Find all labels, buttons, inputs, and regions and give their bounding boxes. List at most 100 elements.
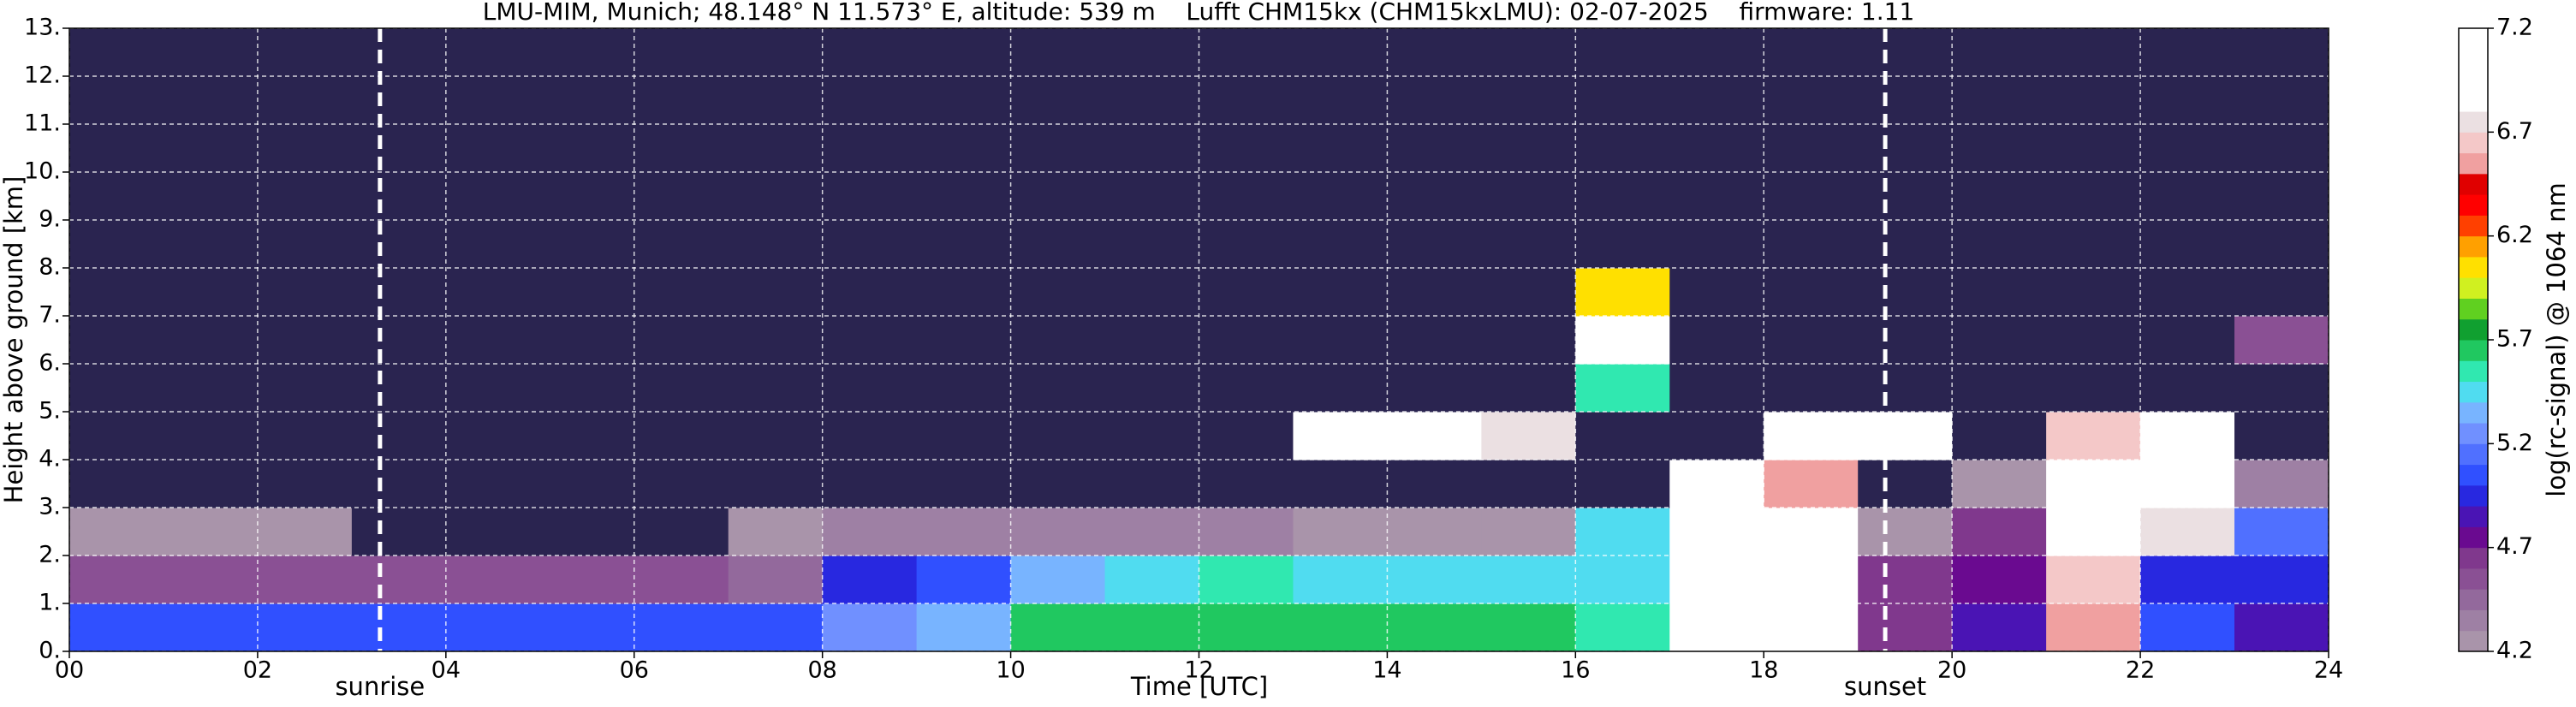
heat-cell [1387,316,1482,365]
heat-cell [163,124,259,173]
heat-cell [728,28,824,77]
heat-cell [2234,316,2329,365]
heat-cell [351,603,447,652]
heat-cell [728,316,824,365]
colorbar-segment [2459,589,2488,610]
heat-cell [916,220,1012,269]
heat-cell [1858,172,1953,221]
heat-cell [634,28,729,77]
heat-cell [1858,603,1953,652]
heat-cell [1199,556,1294,604]
heat-cell [2140,124,2235,173]
heat-cell [822,220,918,269]
heat-cell [257,603,353,652]
heat-cell [1481,220,1576,269]
heat-cell [1199,172,1294,221]
heat-cell [445,460,541,508]
heat-cell [1387,268,1482,317]
colorbar-segment [2459,132,2488,154]
heat-cell [1575,460,1670,508]
heat-cell [351,364,447,413]
heat-cell [1575,220,1670,269]
heat-cell [916,172,1012,221]
colorbar-segment [2459,173,2488,195]
heat-cell [69,412,164,460]
heat-cell [728,220,824,269]
heat-cell [1293,220,1388,269]
heat-cell [1104,412,1199,460]
heat-cell [634,603,729,652]
heat-cell [1010,28,1106,77]
colorbar-segment [2459,298,2488,320]
heat-cell [1104,268,1199,317]
heat-cell [539,556,635,604]
heat-cell [916,316,1012,365]
heat-cell [69,172,164,221]
heat-cell [822,603,918,652]
heat-cell [539,508,635,556]
heat-cell [1199,508,1294,556]
heat-cell [1858,460,1953,508]
heat-cell [539,172,635,221]
heat-cell [163,460,259,508]
heat-cell [2234,412,2329,460]
heat-cell [1669,364,1764,413]
heat-cell [916,28,1012,77]
heat-cell [1764,556,1859,604]
y-tick-label: 5. [39,398,61,425]
colorbar-segment [2459,49,2488,71]
colorbar-segment [2459,235,2488,258]
heat-cell [634,556,729,604]
heat-cell [351,28,447,77]
colorbar-tick-label: 4.7 [2496,533,2533,560]
heat-cell [1952,316,2047,365]
heat-cell [69,268,164,317]
heat-cell [1293,172,1388,221]
heat-cell [1858,508,1953,556]
x-tick-label: 14 [1372,657,1401,684]
heat-cell [1764,268,1859,317]
x-tick-label: 24 [2314,657,2343,684]
heat-cell [634,220,729,269]
heat-cell [1387,364,1482,413]
y-tick-label: 13. [24,15,61,41]
x-tick-label: 00 [55,657,84,684]
heat-cell [2234,364,2329,413]
heat-cell [2234,76,2329,125]
heat-cell [1858,28,1953,77]
heat-cell [822,364,918,413]
heat-cell [1199,124,1294,173]
heat-cell [2140,28,2235,77]
heat-cell [257,268,353,317]
heat-cell [1952,508,2047,556]
heat-cell [163,172,259,221]
heat-cell [1952,220,2047,269]
x-tick-label: 02 [243,657,272,684]
y-tick-label: 0. [39,638,61,664]
heat-cell [163,412,259,460]
heat-cell [1952,603,2047,652]
heat-cell [1764,508,1859,556]
heat-cell [1104,556,1199,604]
heat-cell [728,172,824,221]
heat-cell [1010,603,1106,652]
heat-cell [728,124,824,173]
heat-cell [916,124,1012,173]
heat-cell [1952,556,2047,604]
heat-cell [1764,460,1859,508]
heat-cell [1764,76,1859,125]
heat-cell [2140,364,2235,413]
heat-cell [634,268,729,317]
colorbar-segment [2459,215,2488,237]
heat-cell [822,268,918,317]
heat-cell [1293,124,1388,173]
heat-cell [1952,172,2047,221]
heat-cell [69,124,164,173]
heat-cell [1104,460,1199,508]
heat-cell [445,364,541,413]
heat-cell [2234,28,2329,77]
heat-cell [539,76,635,125]
x-tick-label: 04 [431,657,461,684]
heat-cell [728,508,824,556]
